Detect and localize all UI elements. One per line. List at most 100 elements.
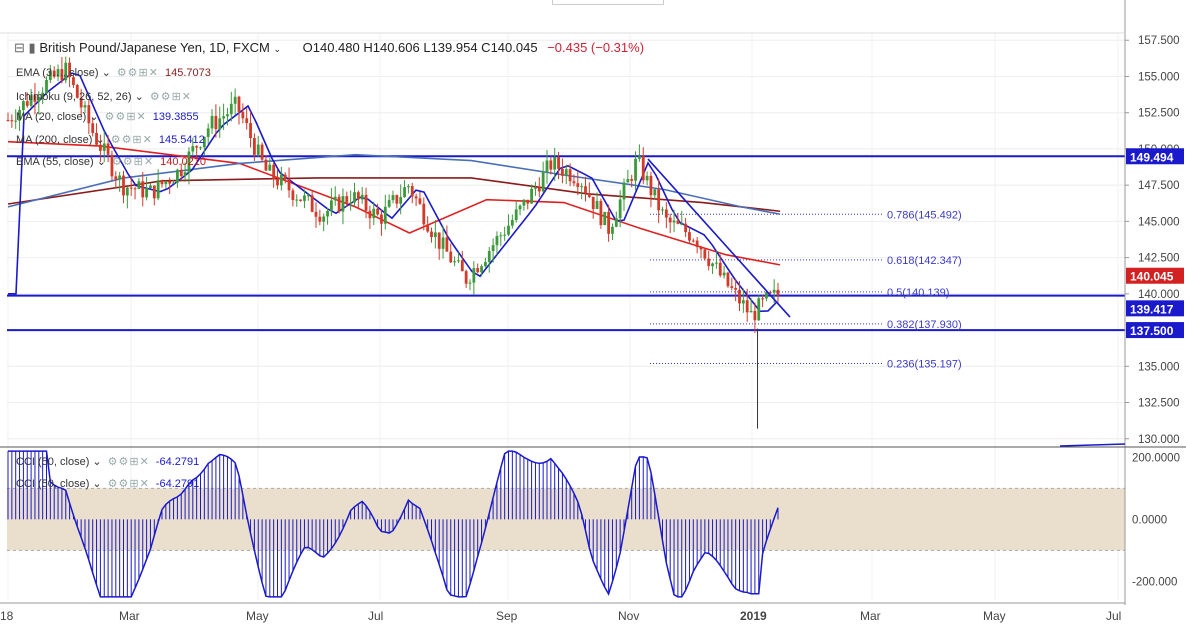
indicator-name[interactable]: Ichimoku (9, 26, 52, 26) bbox=[16, 91, 132, 103]
candle-body bbox=[433, 232, 437, 238]
candle-body bbox=[14, 120, 18, 122]
candle-body bbox=[372, 208, 376, 219]
candle-body bbox=[545, 160, 549, 172]
cci-legend-row[interactable]: CCI (50, close) ⌄ ⚙⚙⊞✕ -64.2791 bbox=[16, 477, 199, 490]
candle-body bbox=[618, 199, 622, 219]
chevron-down-icon[interactable]: ⌄ bbox=[86, 111, 99, 123]
indicator-controls-icon[interactable]: ⚙⚙⊞✕ bbox=[111, 156, 155, 168]
chevron-down-icon[interactable]: ⌄ bbox=[89, 456, 102, 468]
candle-body bbox=[499, 235, 503, 237]
cci-value: -64.2791 bbox=[155, 478, 200, 490]
candle-body bbox=[10, 120, 14, 122]
indicator-controls-icon[interactable]: ⚙⚙⊞✕ bbox=[110, 134, 153, 146]
candle-body bbox=[765, 292, 768, 299]
candle-body bbox=[387, 200, 391, 207]
candle-body bbox=[426, 224, 430, 232]
candle-body bbox=[607, 211, 610, 234]
candle-body bbox=[722, 272, 726, 276]
candle-body bbox=[41, 92, 45, 97]
chevron-down-icon[interactable]: ⌄ bbox=[98, 67, 111, 79]
indicator-controls-icon[interactable]: ⚙⚙⊞✕ bbox=[107, 456, 150, 468]
indicator-legend-row[interactable]: EMA (3…, close) ⌄ ⚙⚙⊞✕ 145.7073 bbox=[16, 66, 211, 79]
price-tick-label: 157.500 bbox=[1138, 35, 1180, 47]
trendlines[interactable] bbox=[647, 158, 791, 318]
indicator-controls-icon[interactable]: ⚙⚙⊞✕ bbox=[104, 111, 147, 123]
candle-body bbox=[626, 179, 630, 183]
candle-body bbox=[449, 251, 453, 263]
candle-body bbox=[691, 240, 695, 242]
indicator-legend-row[interactable]: MA (200, close) ⌄ ⚙⚙⊞✕ 145.5412 bbox=[16, 133, 205, 146]
candle-body bbox=[641, 156, 645, 181]
price-tick-label: 147.500 bbox=[1138, 180, 1180, 192]
candle-body bbox=[37, 96, 41, 102]
level-label-137-bg bbox=[1126, 322, 1184, 339]
candle-body bbox=[445, 237, 449, 252]
candle-body bbox=[229, 103, 233, 115]
candle-body bbox=[183, 172, 187, 177]
candle-body bbox=[622, 182, 626, 200]
price-tick-label: 145.000 bbox=[1138, 216, 1180, 228]
candle-body bbox=[48, 70, 52, 80]
candle-body bbox=[149, 185, 152, 189]
candle-body bbox=[699, 247, 703, 250]
candle-body bbox=[487, 251, 491, 262]
candle-body bbox=[214, 115, 218, 130]
fibonacci-retracement[interactable]: 0.786(145.492) 0.618(142.347) 0.5(140.139)… bbox=[650, 209, 962, 370]
candle-body bbox=[391, 195, 395, 201]
indicator-name[interactable]: MA (20, close) bbox=[16, 111, 87, 123]
cci-legend-row[interactable]: CCI (50, close) ⌄ ⚙⚙⊞✕ -64.2791 bbox=[16, 455, 199, 468]
indicator-name[interactable]: EMA (3…, close) bbox=[16, 67, 99, 79]
candle-body bbox=[561, 168, 564, 176]
candle-body bbox=[507, 225, 510, 235]
candle-body bbox=[707, 258, 711, 267]
candle-body bbox=[430, 231, 433, 238]
candle-body bbox=[264, 159, 268, 171]
candle-body bbox=[730, 286, 734, 288]
collapse-icon[interactable]: ⊟ bbox=[14, 40, 25, 55]
chevron-down-icon[interactable]: ⌄ bbox=[92, 134, 105, 146]
level-label-139: 139.417 bbox=[1130, 302, 1174, 316]
candle-body bbox=[279, 174, 283, 186]
chevron-down-icon[interactable]: ⌄ bbox=[93, 156, 106, 168]
candle-body bbox=[276, 179, 279, 186]
indicator-controls-icon[interactable]: ⚙⚙⊞✕ bbox=[149, 91, 192, 103]
chevron-down-icon[interactable]: ⌄ bbox=[131, 91, 144, 103]
cci-indicator-name[interactable]: CCI (50, close) bbox=[16, 478, 90, 490]
indicator-name[interactable]: MA (200, close) bbox=[16, 134, 93, 146]
cci-tick-label: 200.0000 bbox=[1132, 452, 1180, 464]
chevron-down-icon[interactable]: ⌄ bbox=[273, 44, 282, 54]
candle-body bbox=[564, 169, 568, 176]
chevron-down-icon[interactable]: ⌄ bbox=[89, 478, 102, 490]
price-tick-label: 135.000 bbox=[1138, 361, 1180, 373]
candle-body bbox=[688, 232, 691, 241]
indicator-value: 140.0210 bbox=[160, 156, 206, 168]
candle-body bbox=[661, 209, 664, 211]
indicator-legend-row[interactable]: Ichimoku (9, 26, 52, 26) ⌄ ⚙⚙⊞✕ bbox=[16, 90, 198, 103]
candle-body bbox=[287, 179, 291, 191]
indicator-name[interactable]: EMA (55, close) bbox=[16, 156, 94, 168]
candle-body bbox=[322, 216, 326, 222]
indicator-legend-row[interactable]: EMA (55, close) ⌄ ⚙⚙⊞✕ 140.0210 bbox=[16, 155, 206, 168]
candle-body bbox=[210, 115, 214, 129]
candle-body bbox=[738, 289, 741, 304]
level-label-149-bg bbox=[1126, 148, 1184, 165]
indicator-controls-icon[interactable]: ⚙⚙⊞✕ bbox=[116, 67, 159, 79]
horizontal-levels[interactable] bbox=[7, 155, 1125, 332]
time-tick-label: 2019 bbox=[740, 609, 767, 623]
candle-body bbox=[676, 220, 680, 224]
candle-body bbox=[206, 128, 210, 137]
candle-body bbox=[152, 185, 156, 199]
candle-body bbox=[580, 186, 584, 188]
candle-body bbox=[530, 188, 533, 204]
indicator-legend-row[interactable]: MA (20, close) ⌄ ⚙⚙⊞✕ 139.3855 bbox=[16, 110, 199, 123]
indicator-controls-icon[interactable]: ⚙⚙⊞✕ bbox=[107, 478, 150, 490]
candle-body bbox=[160, 180, 164, 185]
candle-body bbox=[56, 69, 60, 77]
candle-body bbox=[314, 211, 318, 217]
fib-level-label: 0.236(135.197) bbox=[887, 358, 962, 370]
cci-indicator-name[interactable]: CCI (50, close) bbox=[16, 456, 90, 468]
candle-body bbox=[703, 249, 707, 259]
symbol-title[interactable]: British Pound/Japanese Yen, 1D, FXCM bbox=[39, 40, 270, 55]
top-toolbar-tab[interactable] bbox=[552, 0, 664, 5]
